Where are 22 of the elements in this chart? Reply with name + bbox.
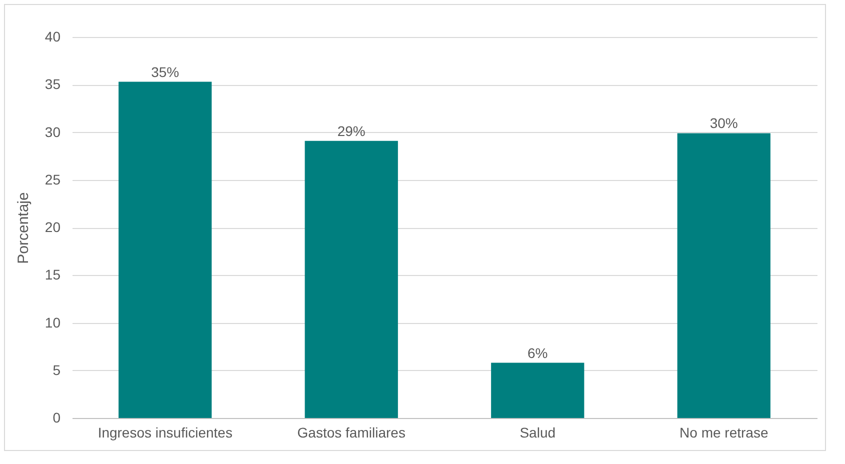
y-tick-label: 30 <box>44 124 61 140</box>
y-tick-label: 20 <box>44 219 61 235</box>
bar <box>677 133 770 418</box>
x-tick-label: Salud <box>520 424 556 440</box>
bar <box>118 82 212 418</box>
data-label: 30% <box>710 115 738 132</box>
y-tick-label: 15 <box>44 266 61 283</box>
data-label: 35% <box>151 64 180 80</box>
bar <box>491 362 584 418</box>
y-tick-label: 5 <box>52 362 61 378</box>
y-tick-label: 0 <box>52 410 61 426</box>
bar <box>304 140 398 418</box>
y-tick-label: 40 <box>44 28 61 44</box>
x-tick-label: Gastos familiares <box>297 424 406 440</box>
y-tick-label: 35 <box>44 76 61 92</box>
data-label: 6% <box>528 344 548 361</box>
x-tick-label: Ingresos insuficientes <box>98 424 232 440</box>
y-axis-title: Porcentaje <box>14 192 32 264</box>
x-tick-label: No me retrase <box>680 424 768 440</box>
y-tick-label: 10 <box>44 314 61 330</box>
data-label: 29% <box>337 122 366 139</box>
y-tick-label: 25 <box>44 171 61 188</box>
